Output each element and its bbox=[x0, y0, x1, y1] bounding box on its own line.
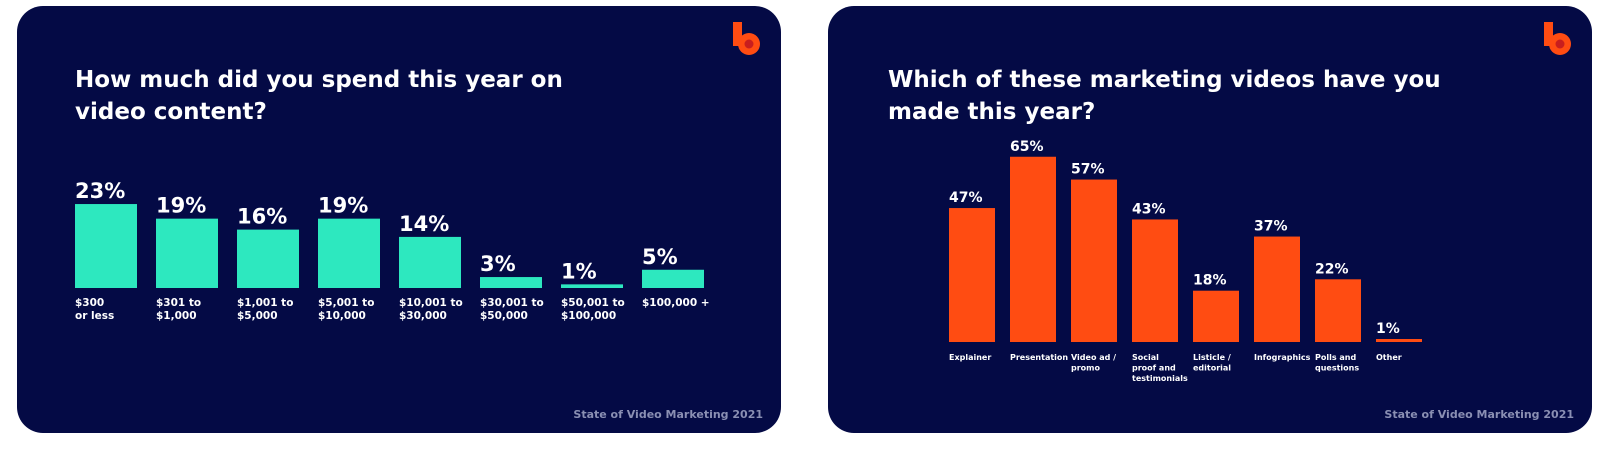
category-label-7: $100,000 + bbox=[642, 297, 710, 309]
category-label-2: Video ad / promo bbox=[1071, 353, 1116, 373]
bar-1 bbox=[156, 218, 218, 288]
category-label-0: Explainer bbox=[949, 353, 991, 362]
bar-2 bbox=[237, 229, 299, 288]
category-label-5: Infographics bbox=[1254, 353, 1311, 362]
value-label-0: 47% bbox=[949, 190, 983, 206]
value-label-2: 57% bbox=[1071, 162, 1105, 178]
category-label-5: $30,001 to $50,000 bbox=[480, 297, 544, 322]
category-label-4: $10,001 to $30,000 bbox=[399, 297, 463, 322]
bar-6 bbox=[561, 284, 623, 288]
value-label-1: 19% bbox=[156, 194, 206, 218]
footer-source: State of Video Marketing 2021 bbox=[573, 408, 763, 421]
brand-logo-icon bbox=[1544, 22, 1571, 55]
bar-7 bbox=[1376, 339, 1422, 342]
value-label-4: 14% bbox=[399, 212, 449, 236]
value-label-3: 19% bbox=[318, 194, 368, 218]
category-label-3: Social proof and testimonials bbox=[1132, 353, 1188, 383]
value-label-6: 22% bbox=[1315, 261, 1349, 277]
spend-bar-chart: 23% $300 or less 19% $301 to $1,000 16% $1,001 … bbox=[75, 179, 710, 322]
video-types-bar-chart: 47% Explainer 65% Presentation 57% Video ad /… bbox=[949, 139, 1422, 383]
chart-title: Which of these marketing videos have you… bbox=[888, 67, 1441, 125]
bar-7 bbox=[642, 269, 704, 288]
value-label-2: 16% bbox=[237, 205, 287, 229]
bar-4 bbox=[1193, 290, 1239, 342]
value-label-7: 1% bbox=[1376, 321, 1400, 337]
category-label-4: Listicle / editorial bbox=[1193, 353, 1231, 373]
chart-title: How much did you spend this year on vide… bbox=[75, 67, 563, 125]
chart-panel-spend: How much did you spend this year on vide… bbox=[17, 6, 781, 433]
category-label-3: $5,001 to $10,000 bbox=[318, 297, 374, 322]
bar-4 bbox=[399, 236, 461, 288]
category-label-7: Other bbox=[1376, 353, 1402, 362]
value-label-4: 18% bbox=[1193, 273, 1227, 289]
bar-3 bbox=[318, 218, 380, 288]
category-label-1: $301 to $1,000 bbox=[156, 297, 201, 322]
bar-6 bbox=[1315, 279, 1361, 342]
bar-0 bbox=[75, 204, 137, 288]
value-label-0: 23% bbox=[75, 179, 125, 203]
category-label-0: $300 or less bbox=[75, 297, 114, 322]
bar-2 bbox=[1071, 179, 1117, 342]
chart-panel-video-types: Which of these marketing videos have you… bbox=[828, 6, 1592, 433]
footer-source: State of Video Marketing 2021 bbox=[1384, 408, 1574, 421]
bar-5 bbox=[480, 277, 542, 288]
value-label-5: 3% bbox=[480, 252, 516, 276]
brand-logo-icon bbox=[733, 22, 760, 55]
bar-1 bbox=[1010, 156, 1056, 342]
category-label-6: Polls and questions bbox=[1315, 353, 1359, 373]
value-label-5: 37% bbox=[1254, 219, 1288, 235]
bar-5 bbox=[1254, 236, 1300, 342]
value-label-6: 1% bbox=[561, 259, 597, 283]
category-label-6: $50,001 to $100,000 bbox=[561, 297, 625, 322]
value-label-3: 43% bbox=[1132, 201, 1166, 217]
value-label-1: 65% bbox=[1010, 139, 1044, 155]
bar-3 bbox=[1132, 219, 1178, 342]
category-label-2: $1,001 to $5,000 bbox=[237, 297, 293, 322]
value-label-7: 5% bbox=[642, 245, 678, 269]
bar-0 bbox=[949, 208, 995, 342]
category-label-1: Presentation bbox=[1010, 353, 1068, 362]
